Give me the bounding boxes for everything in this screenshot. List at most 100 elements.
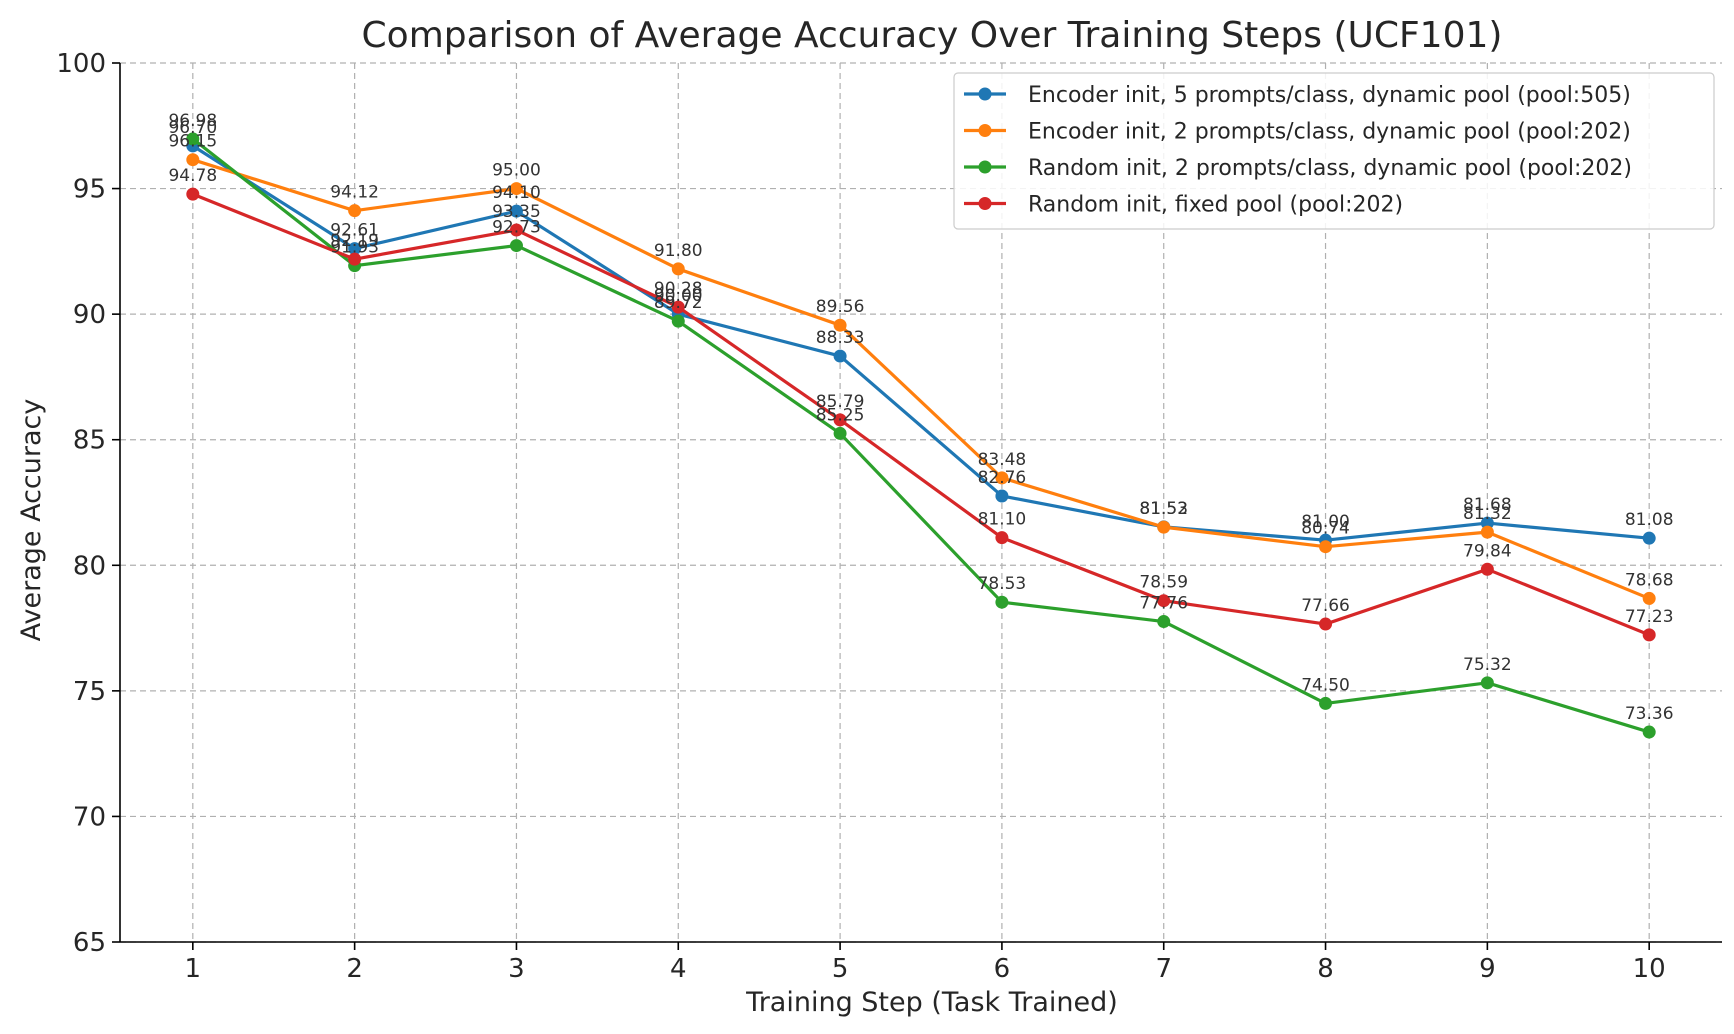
data-point: [348, 252, 362, 266]
data-label: 94.78: [168, 166, 217, 186]
series-line: [191, 137, 1650, 734]
data-point: [995, 489, 1009, 503]
data-label: 81.68: [1463, 495, 1512, 515]
data-point: [1642, 628, 1656, 642]
series-lines: [186, 132, 1656, 739]
data-label: 85.25: [816, 405, 865, 425]
chart-title: Comparison of Average Accuracy Over Trai…: [362, 15, 1503, 56]
data-label: 78.53: [978, 574, 1027, 594]
data-label: 77.66: [1301, 596, 1350, 616]
data-point: [995, 595, 1009, 609]
data-point: [509, 223, 523, 237]
data-point: [1157, 520, 1171, 534]
data-label: 92.19: [330, 231, 379, 251]
legend-label: Random init, fixed pool (pool:202): [1028, 193, 1403, 218]
data-point: [509, 182, 523, 196]
data-label: 91.80: [654, 241, 703, 261]
y-tick-label: 100: [56, 49, 106, 79]
data-label: 92.73: [492, 218, 541, 238]
data-label: 81.00: [1301, 512, 1350, 532]
data-label: 81.52: [1139, 499, 1188, 519]
data-label: 78.68: [1625, 570, 1674, 590]
data-label: 77.23: [1625, 607, 1674, 627]
data-label: 81.53: [1139, 499, 1188, 519]
data-label: 75.32: [1463, 655, 1512, 675]
data-point: [348, 242, 362, 256]
data-label: 89.56: [816, 297, 865, 317]
y-tick-label: 65: [73, 928, 106, 958]
data-labels: 96.70 92.61 94.10 90.00 88.33 82.76 81.53 81.00…: [168, 111, 1673, 724]
data-label: 94.12: [330, 183, 379, 203]
series-line: [192, 192, 1650, 637]
data-label: 73.36: [1625, 704, 1674, 724]
data-point: [833, 426, 847, 440]
x-tick-label: 1: [185, 954, 202, 984]
data-point: [1319, 540, 1333, 554]
data-label: 93.35: [492, 202, 541, 222]
data-label: 74.50: [1301, 675, 1350, 695]
data-point: [1319, 617, 1333, 631]
data-label: 82.76: [978, 468, 1027, 488]
legend-box: [953, 72, 1715, 230]
data-label: 95.00: [492, 161, 541, 181]
legend-label: Encoder init, 2 prompts/class, dynamic p…: [1028, 120, 1631, 145]
data-label: 85.79: [816, 392, 865, 412]
data-label: 83.48: [978, 450, 1027, 470]
data-label: 79.84: [1463, 541, 1512, 561]
x-tick-label: 3: [508, 954, 525, 984]
grid-lines: [120, 62, 1722, 943]
x-tick-label: 6: [994, 954, 1011, 984]
data-label: 90.00: [654, 286, 703, 306]
data-point: [1157, 594, 1171, 608]
data-point: [186, 132, 200, 146]
data-label: 89.72: [654, 293, 703, 313]
legend-label: Random init, 2 prompts/class, dynamic po…: [1028, 156, 1632, 181]
data-point: [995, 471, 1009, 485]
data-point: [671, 314, 685, 328]
data-label: 96.15: [168, 132, 217, 152]
data-label: 96.98: [168, 111, 217, 131]
legend-marker: [978, 197, 992, 210]
data-label: 88.33: [816, 328, 865, 348]
x-tick-label: 5: [832, 954, 849, 984]
data-label: 80.74: [1301, 519, 1350, 539]
data-point: [1480, 516, 1494, 530]
data-label: 81.08: [1625, 510, 1674, 530]
x-tick-label: 9: [1479, 954, 1496, 984]
y-tick-label: 90: [73, 300, 106, 330]
legend: Encoder init, 5 prompts/class, dynamic p…: [953, 72, 1715, 230]
data-point: [995, 531, 1009, 545]
data-label: 78.59: [1139, 573, 1188, 593]
x-axis-label: Training Step (Task Trained): [745, 987, 1118, 1018]
x-tick-label: 7: [1155, 954, 1172, 984]
data-point: [509, 239, 523, 253]
x-tick-label: 8: [1317, 954, 1334, 984]
data-label: 94.10: [492, 183, 541, 203]
data-point: [1319, 696, 1333, 710]
axes: 1 2 3 4 5 6 7 8 9 10 65 70 75 80 85 90 95 100: [56, 49, 1722, 984]
y-tick-label: 85: [73, 426, 106, 456]
data-point: [1642, 531, 1656, 545]
y-tick-label: 95: [73, 175, 106, 205]
data-point: [1480, 525, 1494, 539]
data-point: [833, 349, 847, 363]
data-point: [1157, 615, 1171, 629]
legend-label: Encoder init, 5 prompts/class, dynamic p…: [1028, 83, 1631, 108]
data-label: 96.70: [168, 118, 217, 138]
data-label: 77.76: [1139, 594, 1188, 614]
data-point: [1480, 562, 1494, 576]
data-point: [348, 204, 362, 218]
data-point: [509, 204, 523, 218]
series-line: [191, 144, 1650, 542]
x-tick-label: 2: [346, 954, 363, 984]
data-point: [833, 413, 847, 427]
x-tick-label: 10: [1633, 954, 1666, 984]
data-point: [186, 187, 200, 201]
y-tick-label: 75: [73, 677, 106, 707]
data-point: [1642, 591, 1656, 605]
series-line: [192, 158, 1650, 600]
y-tick-label: 70: [73, 802, 106, 832]
data-point: [671, 262, 685, 276]
